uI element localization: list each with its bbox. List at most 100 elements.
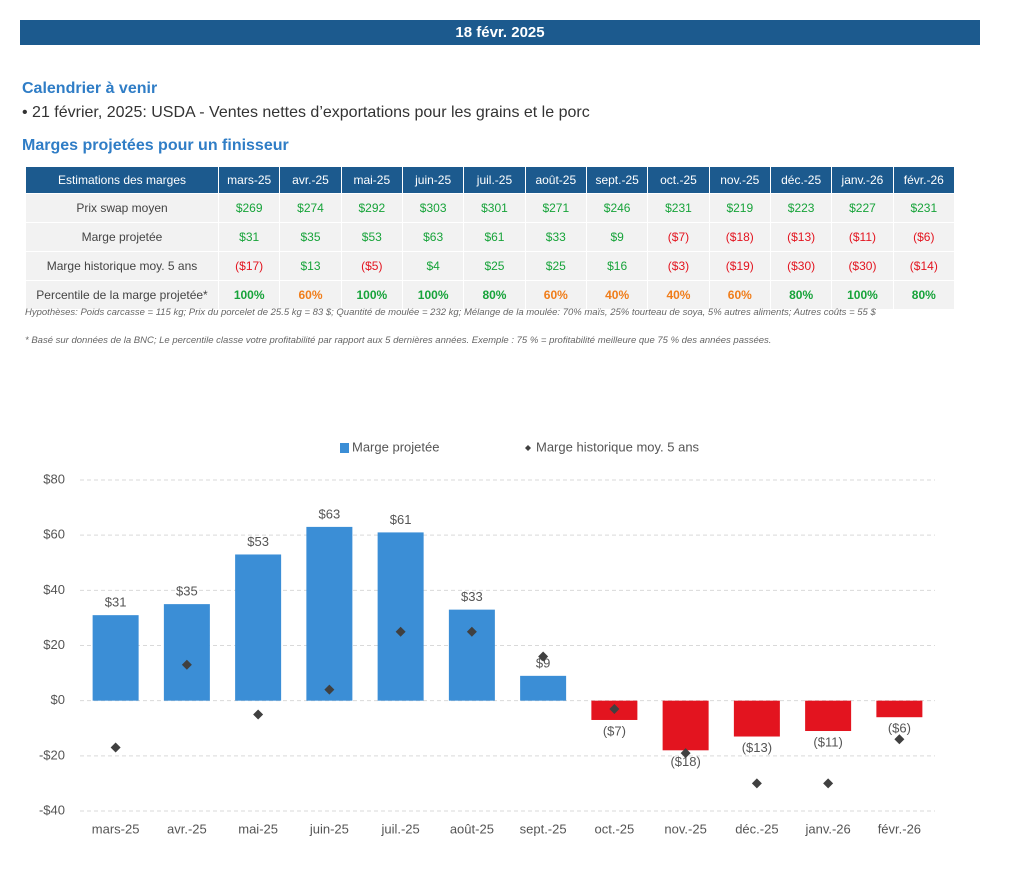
cell: ($7) bbox=[647, 222, 710, 252]
bar bbox=[448, 609, 495, 701]
y-tick-label: $0 bbox=[51, 692, 65, 707]
cell: 100% bbox=[217, 280, 281, 310]
cell: ($3) bbox=[647, 251, 710, 281]
table-row: Percentile de la marge projetée* 100% 60% 1… bbox=[25, 280, 956, 310]
cell: 80% bbox=[463, 280, 526, 310]
cell: ($6) bbox=[892, 222, 956, 252]
x-tick-label: mai-25 bbox=[238, 821, 278, 836]
row-label: Marge projetée bbox=[25, 222, 219, 252]
cell: $63 bbox=[401, 222, 465, 252]
cell: $33 bbox=[524, 222, 587, 252]
bar bbox=[163, 604, 210, 701]
cell: $16 bbox=[585, 251, 649, 281]
marker bbox=[253, 709, 264, 720]
y-tick-label: $40 bbox=[43, 582, 65, 597]
marker bbox=[751, 778, 762, 789]
value-label: $61 bbox=[390, 512, 412, 527]
cell: $269 bbox=[217, 193, 281, 223]
legend-swatch bbox=[340, 443, 349, 453]
marker bbox=[609, 703, 620, 714]
cell: 80% bbox=[769, 280, 833, 310]
column-header: janv.-26 bbox=[831, 166, 894, 194]
marker bbox=[395, 626, 406, 637]
cell: $25 bbox=[463, 251, 526, 281]
y-tick-label: $20 bbox=[43, 637, 65, 652]
cell: ($30) bbox=[769, 251, 833, 281]
chart: -$40 -$20 $0 $20 $40 $60 $80 mars-25 avr.-25 mai-… bbox=[39, 439, 935, 836]
calendar-item: • 21 février, 2025: USDA - Ventes nettes… bbox=[22, 104, 590, 121]
row-label: Prix swap moyen bbox=[25, 193, 219, 223]
x-tick-label: sept.-25 bbox=[520, 821, 567, 836]
row-label: Percentile de la marge projetée* bbox=[25, 280, 219, 310]
cell: 60% bbox=[524, 280, 587, 310]
bar bbox=[733, 700, 780, 737]
cell: 40% bbox=[647, 280, 710, 310]
cell: $4 bbox=[401, 251, 465, 281]
cell: ($13) bbox=[769, 222, 833, 252]
cell: 60% bbox=[708, 280, 771, 310]
y-tick-label: $60 bbox=[43, 527, 65, 542]
cell: 100% bbox=[401, 280, 465, 310]
value-label: ($18) bbox=[670, 754, 700, 769]
value-label: $63 bbox=[319, 506, 341, 521]
cell: ($5) bbox=[340, 251, 403, 281]
cell: $31 bbox=[217, 222, 281, 252]
column-header: mars-25 bbox=[217, 166, 281, 194]
cell: ($14) bbox=[892, 251, 956, 281]
marker bbox=[324, 684, 335, 695]
legend-swatch bbox=[525, 445, 531, 451]
cell: $219 bbox=[708, 193, 771, 223]
cell: $303 bbox=[401, 193, 465, 223]
column-header: mai-25 bbox=[340, 166, 403, 194]
column-header: oct.-25 bbox=[647, 166, 710, 194]
cell: $61 bbox=[463, 222, 526, 252]
legend-label: Marge projetée bbox=[352, 439, 439, 454]
bar bbox=[377, 532, 424, 701]
x-tick-label: févr.-26 bbox=[878, 821, 921, 836]
y-tick-label: -$40 bbox=[39, 802, 65, 817]
marker bbox=[466, 626, 477, 637]
note: Hypothèses: Poids carcasse = 115 kg; Pri… bbox=[25, 307, 876, 318]
cell: $274 bbox=[279, 193, 342, 223]
table-header: Estimations des marges mars-25 avr.-25 mai-… bbox=[25, 166, 956, 194]
value-label: $35 bbox=[176, 584, 198, 599]
column-header: Estimations des marges bbox=[25, 166, 219, 194]
cell: $227 bbox=[831, 193, 894, 223]
date-banner: 18 févr. 2025 bbox=[20, 20, 980, 45]
bar bbox=[520, 675, 567, 701]
cell: $35 bbox=[279, 222, 342, 252]
value-label: $31 bbox=[105, 595, 127, 610]
bar bbox=[876, 700, 923, 718]
cell: $9 bbox=[585, 222, 649, 252]
cell: $301 bbox=[463, 193, 526, 223]
cell: $246 bbox=[585, 193, 649, 223]
x-tick-label: oct.-25 bbox=[595, 821, 635, 836]
x-tick-label: janv.-26 bbox=[804, 821, 850, 836]
margin-table: Estimations des marges mars-25 avr.-25 mai-… bbox=[25, 166, 956, 310]
cell: 100% bbox=[831, 280, 894, 310]
cell: ($17) bbox=[217, 251, 281, 281]
cell: 80% bbox=[892, 280, 956, 310]
cell: ($11) bbox=[831, 222, 894, 252]
table-row: Marge projetée $31 $35 $53 $63 $61 $33 $9 ($7) ($… bbox=[25, 222, 956, 252]
cell: $231 bbox=[647, 193, 710, 223]
column-header: août-25 bbox=[524, 166, 587, 194]
x-tick-label: mars-25 bbox=[92, 821, 140, 836]
column-header: juin-25 bbox=[401, 166, 465, 194]
marker bbox=[894, 734, 905, 745]
marker bbox=[680, 748, 691, 759]
x-tick-label: déc.-25 bbox=[735, 821, 778, 836]
value-label: $9 bbox=[536, 655, 550, 670]
cell: ($18) bbox=[708, 222, 771, 252]
table-row: Prix swap moyen $269 $274 $292 $303 $301 $271 $… bbox=[25, 193, 956, 223]
cell: $25 bbox=[524, 251, 587, 281]
value-label: ($7) bbox=[603, 723, 626, 738]
cell: $53 bbox=[340, 222, 403, 252]
x-tick-label: juil.-25 bbox=[380, 821, 419, 836]
cell: $292 bbox=[340, 193, 403, 223]
note: * Basé sur données de la BNC; Le percent… bbox=[25, 335, 772, 346]
cell: $231 bbox=[892, 193, 956, 223]
column-header: févr.-26 bbox=[892, 166, 956, 194]
x-tick-label: nov.-25 bbox=[664, 821, 706, 836]
